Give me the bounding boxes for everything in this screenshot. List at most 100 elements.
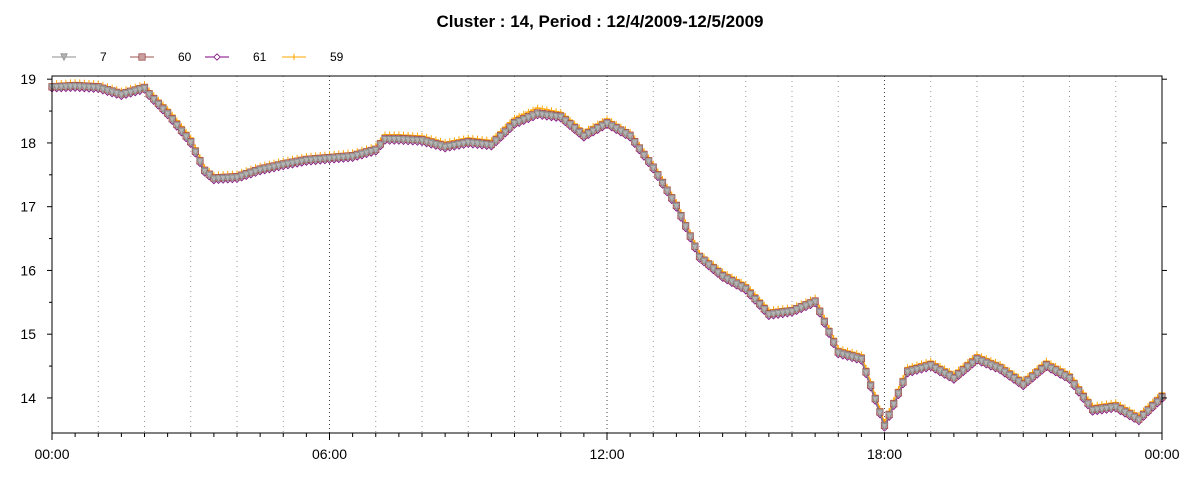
data-point (279, 161, 288, 170)
data-point (159, 105, 167, 114)
data-point (519, 116, 528, 125)
x-tick-label: 12:00 (589, 446, 624, 462)
data-point (344, 153, 352, 162)
data-point (917, 365, 926, 373)
data-point (774, 310, 782, 318)
data-point (1037, 366, 1046, 374)
data-point (811, 298, 819, 307)
data-point (570, 125, 579, 134)
data-point (658, 180, 667, 188)
data-point (686, 233, 695, 242)
data-point (75, 83, 84, 92)
data-point (200, 168, 209, 176)
data-point (1102, 405, 1111, 413)
plot-frame (51, 75, 1163, 434)
data-point (284, 160, 292, 169)
data-point (270, 163, 278, 172)
data-point (1153, 398, 1162, 407)
data-point (302, 157, 311, 165)
data-point (1070, 381, 1078, 390)
data-point (765, 311, 773, 320)
data-point (681, 223, 690, 232)
data-point (556, 113, 565, 122)
series-lines (48, 79, 1166, 432)
data-point (792, 306, 801, 315)
data-point (334, 154, 343, 163)
data-point (1148, 403, 1157, 411)
data-point (1033, 370, 1041, 378)
data-point (1107, 404, 1115, 413)
data-point (325, 155, 334, 163)
legend: 7 60 61 59 (52, 50, 344, 64)
data-point (663, 187, 671, 196)
data-point (455, 141, 463, 149)
data-point (1088, 407, 1097, 415)
chart-title: Cluster : 14, Period : 12/4/2009-12/5/20… (436, 12, 764, 31)
x-tick-label: 06:00 (312, 446, 347, 462)
data-point (441, 143, 449, 152)
data-point (630, 139, 639, 148)
data-point (385, 136, 394, 144)
data-point (85, 84, 93, 92)
data-point (626, 132, 634, 141)
data-point (908, 367, 917, 376)
data-point (247, 169, 255, 178)
data-point (80, 83, 89, 92)
data-point (1024, 377, 1032, 386)
data-point (751, 296, 759, 304)
data-point (348, 153, 357, 162)
data-point (62, 83, 70, 92)
data-point (825, 329, 833, 338)
data-point (265, 164, 274, 173)
legend-label: 59 (330, 50, 344, 64)
y-tick-label: 15 (20, 326, 36, 342)
data-point (242, 171, 251, 180)
data-point (321, 155, 329, 164)
data-point (510, 120, 519, 128)
data-point (589, 127, 597, 136)
data-point (704, 261, 713, 270)
data-point (857, 356, 866, 364)
data-point (413, 137, 422, 145)
data-point (913, 366, 921, 374)
data-point (649, 164, 658, 173)
legend-item-60: 60 (130, 50, 192, 64)
data-point (529, 112, 537, 121)
data-point (871, 396, 880, 404)
data-point (876, 409, 884, 418)
data-point (1139, 412, 1148, 420)
data-point (1084, 400, 1092, 409)
data-point (140, 85, 149, 93)
data-point (390, 136, 399, 144)
data-point (959, 367, 967, 376)
data-point (598, 122, 607, 131)
data-point (963, 363, 972, 372)
data-point (496, 133, 505, 141)
data-point (297, 158, 306, 166)
data-point (395, 136, 403, 144)
data-point (968, 359, 977, 368)
x-tick-label: 18:00 (867, 446, 902, 462)
series-7 (48, 83, 1166, 431)
legend-item-59: 59 (282, 50, 344, 64)
data-point (251, 168, 260, 176)
data-point (820, 319, 829, 327)
data-point (163, 110, 172, 119)
data-point (89, 84, 98, 92)
data-point (1144, 407, 1152, 416)
data-point (950, 375, 958, 383)
data-point (788, 308, 796, 316)
data-point (168, 116, 177, 125)
data-point (205, 171, 214, 180)
data-point (695, 254, 704, 262)
data-point (316, 156, 325, 164)
data-point (149, 96, 158, 105)
data-point (210, 175, 218, 184)
data-point (339, 154, 348, 162)
data-point (487, 141, 496, 150)
data-point (709, 265, 718, 274)
data-point (741, 285, 750, 294)
y-tick-label: 16 (20, 262, 36, 278)
data-point (635, 145, 644, 154)
data-point (237, 172, 246, 181)
